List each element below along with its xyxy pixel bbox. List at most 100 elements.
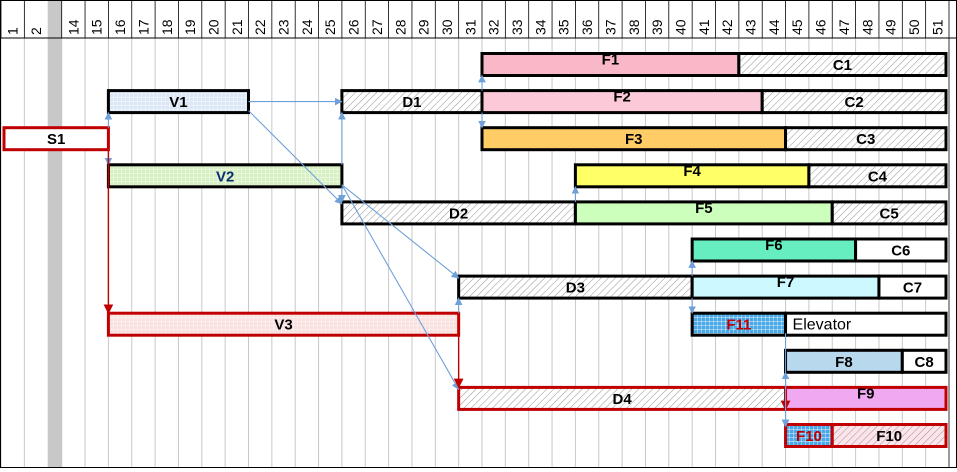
column-label-16: 16	[112, 19, 128, 35]
task-label-s1: S1	[47, 131, 65, 148]
column-label-43: 43	[743, 19, 759, 35]
task-fill	[902, 350, 946, 373]
column-label-37: 37	[602, 19, 618, 35]
task-hatch	[458, 276, 693, 299]
task-grid	[785, 424, 833, 447]
column-label-24: 24	[299, 19, 315, 35]
task-hatch	[341, 90, 482, 113]
column-label-40: 40	[672, 19, 688, 35]
task-fill	[575, 164, 809, 187]
task-label-v2: V2	[216, 168, 234, 185]
task-fill	[4, 127, 109, 150]
task-bar-c2: C2	[760, 89, 948, 115]
task-label-f7: F7	[777, 274, 795, 291]
column-label-35: 35	[556, 19, 572, 35]
task-outline	[830, 200, 948, 226]
task-label-d1: D1	[402, 94, 421, 111]
task-bar-c7: C7	[877, 274, 948, 300]
task-bar-d3: D3	[457, 274, 694, 300]
task-bar-c4: C4	[807, 163, 948, 189]
column-label-20: 20	[205, 19, 221, 35]
task-outline	[784, 126, 948, 152]
task-hatch	[832, 201, 946, 224]
task-label-f3: F3	[625, 131, 643, 148]
task-outline	[106, 311, 461, 337]
task-bar-d1: D1	[340, 89, 484, 115]
task-label-c5: C5	[880, 205, 899, 222]
column-label-41: 41	[696, 19, 712, 35]
task-outline	[830, 423, 948, 448]
column-label-45: 45	[789, 19, 805, 35]
task-bar-d2: D2	[340, 200, 577, 226]
task-fill	[482, 127, 786, 150]
dependency-arrow-v2-d3	[341, 184, 460, 279]
task-bar-f10b: F10	[830, 423, 948, 448]
task-bar-f2: F2	[480, 89, 764, 115]
task-label-f5: F5	[695, 200, 713, 217]
column-label-23: 23	[276, 19, 292, 35]
task-outline	[877, 274, 948, 300]
dependency-arrow-v1-d2	[248, 110, 343, 205]
task-bar-f3: F3	[480, 126, 788, 152]
column-label-14: 14	[65, 19, 81, 35]
task-bar-elev: Elevator	[784, 311, 948, 337]
task-label-d4: D4	[613, 391, 633, 408]
task-bar-f6: F6	[690, 237, 858, 263]
task-label-f6: F6	[765, 237, 783, 254]
column-label-2: 2	[28, 27, 44, 35]
task-fill	[855, 239, 946, 261]
task-bar-f11: F11	[690, 311, 788, 337]
column-label-31: 31	[462, 19, 478, 35]
task-bar-c5: C5	[830, 200, 948, 226]
task-fill	[878, 276, 946, 299]
task-bar-c6: C6	[854, 237, 948, 263]
task-label-c8: C8	[915, 354, 934, 371]
column-label-15: 15	[89, 19, 105, 35]
column-label-28: 28	[392, 19, 408, 35]
task-hatch	[832, 424, 946, 447]
task-label-f2: F2	[613, 89, 631, 106]
task-bars: S1 V1 V2 V3 D1 D2 D3 D4 F1 C1 F2 C2 F3 C3 F4 C4 F5 C5 F6 C6…	[2, 52, 948, 448]
column-label-27: 27	[369, 19, 385, 35]
dependency-arrow-v2-d4	[341, 184, 460, 391]
task-bar-v1: V1	[106, 89, 251, 115]
task-grid	[108, 90, 249, 113]
column-label-25: 25	[322, 19, 338, 35]
task-outline	[900, 348, 948, 374]
column-label-1: 1	[5, 27, 21, 35]
column-label-51: 51	[929, 19, 945, 35]
task-label-f8: F8	[835, 354, 853, 371]
task-hatch	[808, 164, 946, 187]
column-label-44: 44	[766, 19, 782, 35]
task-outline	[760, 89, 948, 115]
task-label-c3: C3	[856, 131, 875, 148]
task-hatch	[458, 387, 786, 410]
column-label-36: 36	[579, 19, 595, 35]
column-label-50: 50	[906, 19, 922, 35]
task-fill	[785, 313, 946, 336]
task-bar-f1: F1	[480, 52, 741, 77]
column-label-19: 19	[182, 19, 198, 35]
task-label-d2: D2	[449, 205, 468, 222]
task-hatch	[341, 201, 576, 224]
task-grid	[692, 313, 786, 336]
task-bar-v3: V3	[106, 311, 461, 337]
column-label-30: 30	[439, 19, 455, 35]
column-label-17: 17	[135, 19, 151, 35]
task-label-f11: F11	[726, 317, 751, 334]
task-label-v1: V1	[169, 94, 187, 111]
column-label-26: 26	[346, 19, 362, 35]
column-label-21: 21	[229, 19, 245, 35]
task-bar-f7: F7	[690, 274, 881, 300]
task-bar-f8: F8	[784, 348, 904, 374]
column-label-34: 34	[532, 19, 548, 35]
task-bar-v2: V2	[106, 163, 344, 189]
column-label-48: 48	[859, 19, 875, 35]
task-label-c6: C6	[891, 243, 910, 260]
task-bar-c3: C3	[784, 126, 948, 152]
task-fill	[482, 90, 763, 113]
task-label-elev: Elevator	[793, 317, 852, 334]
task-label-f10b: F10	[876, 428, 902, 445]
task-label-d3: D3	[566, 280, 585, 297]
